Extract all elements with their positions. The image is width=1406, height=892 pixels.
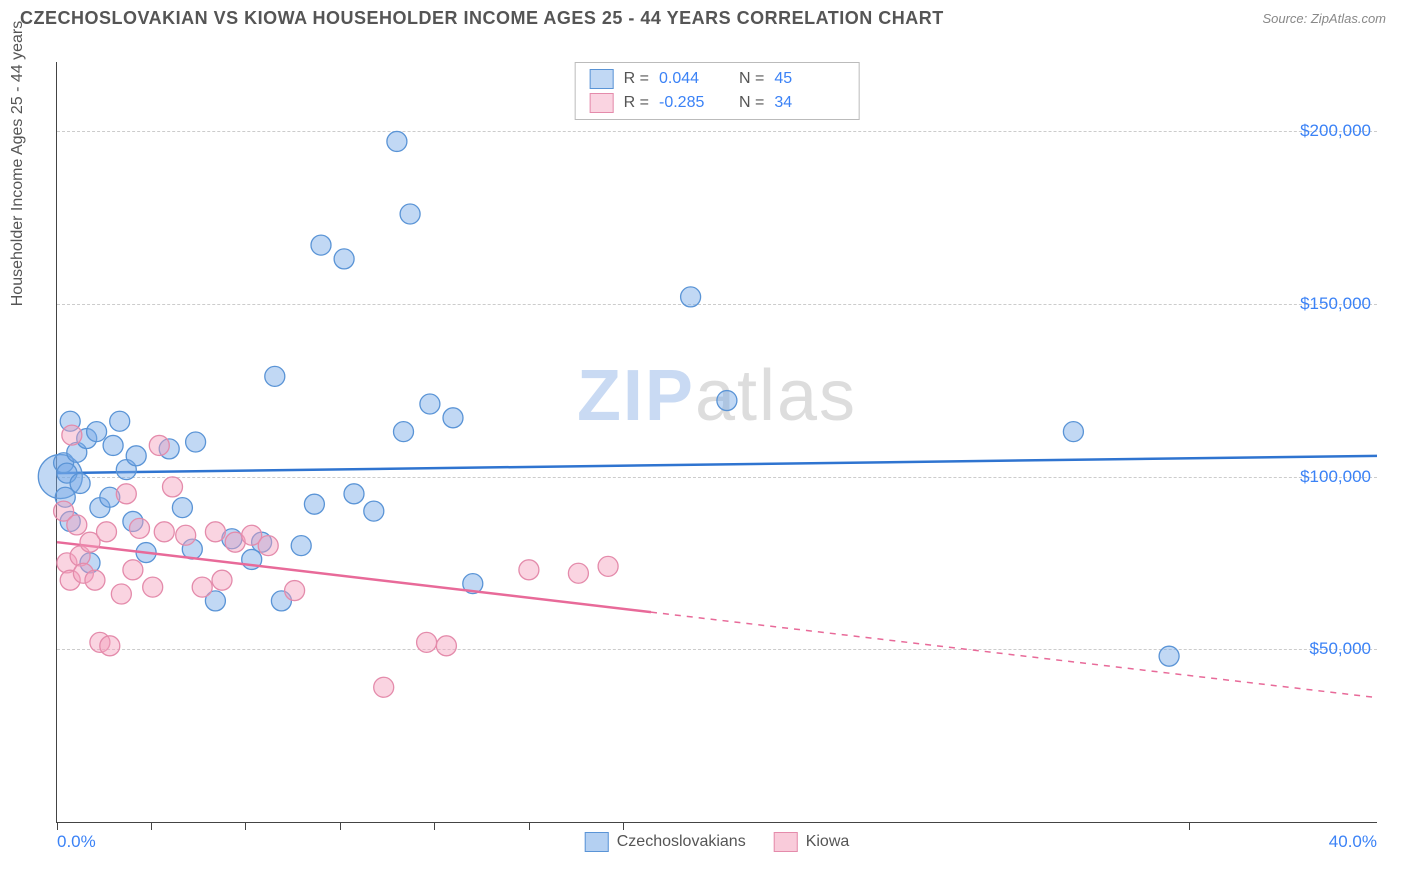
y-axis-label: Householder Income Ages 25 - 44 years: [9, 21, 27, 307]
data-point: [443, 408, 463, 428]
legend-item: Kiowa: [774, 832, 850, 852]
data-point: [97, 522, 117, 542]
legend-label: Kiowa: [806, 833, 850, 851]
scatter-svg: [57, 62, 1377, 822]
data-point: [149, 435, 169, 455]
data-point: [154, 522, 174, 542]
data-point: [70, 473, 90, 493]
legend-swatch: [585, 832, 609, 852]
data-point: [123, 560, 143, 580]
r-value: 0.044: [659, 70, 729, 88]
data-point: [126, 446, 146, 466]
x-tick: [57, 822, 58, 830]
x-tick: [245, 822, 246, 830]
trend-line: [57, 542, 651, 612]
data-point: [100, 636, 120, 656]
x-tick: [529, 822, 530, 830]
x-tick: [623, 822, 624, 830]
data-point: [116, 484, 136, 504]
data-point: [285, 581, 305, 601]
data-point: [176, 525, 196, 545]
n-label: N =: [739, 70, 764, 88]
legend-swatch: [774, 832, 798, 852]
correlation-legend: R = 0.044 N = 45 R = -0.285 N = 34: [575, 62, 860, 120]
data-point: [417, 632, 437, 652]
data-point: [344, 484, 364, 504]
data-point: [103, 435, 123, 455]
data-point: [192, 577, 212, 597]
data-point: [334, 249, 354, 269]
data-point: [304, 494, 324, 514]
data-point: [374, 677, 394, 697]
legend-item: Czechoslovakians: [585, 832, 746, 852]
chart-header: CZECHOSLOVAKIAN VS KIOWA HOUSEHOLDER INC…: [0, 0, 1406, 33]
n-label: N =: [739, 94, 764, 112]
data-point: [436, 636, 456, 656]
x-min-label: 0.0%: [57, 832, 96, 852]
chart-source: Source: ZipAtlas.com: [1262, 11, 1386, 26]
legend-stat-row: R = 0.044 N = 45: [586, 67, 849, 91]
data-point: [311, 235, 331, 255]
x-tick: [340, 822, 341, 830]
legend-swatch: [590, 69, 614, 89]
data-point: [598, 556, 618, 576]
data-point: [67, 515, 87, 535]
data-point: [519, 560, 539, 580]
data-point: [62, 425, 82, 445]
plot-area: $50,000$100,000$150,000$200,000 ZIPatlas…: [56, 62, 1377, 823]
data-point: [163, 477, 183, 497]
data-point: [568, 563, 588, 583]
trend-line-extrapolated: [651, 612, 1377, 698]
data-point: [186, 432, 206, 452]
data-point: [387, 131, 407, 151]
data-point: [143, 577, 163, 597]
data-point: [364, 501, 384, 521]
data-point: [394, 422, 414, 442]
data-point: [110, 411, 130, 431]
legend-label: Czechoslovakians: [617, 833, 746, 851]
x-max-label: 40.0%: [1329, 832, 1377, 852]
data-point: [258, 536, 278, 556]
data-point: [717, 391, 737, 411]
n-value: 34: [774, 94, 844, 112]
data-point: [681, 287, 701, 307]
data-point: [212, 570, 232, 590]
data-point: [1159, 646, 1179, 666]
r-value: -0.285: [659, 94, 729, 112]
x-tick: [151, 822, 152, 830]
x-tick: [1189, 822, 1190, 830]
data-point: [400, 204, 420, 224]
r-label: R =: [624, 70, 649, 88]
data-point: [87, 422, 107, 442]
data-point: [205, 522, 225, 542]
r-label: R =: [624, 94, 649, 112]
data-point: [265, 366, 285, 386]
chart-title: CZECHOSLOVAKIAN VS KIOWA HOUSEHOLDER INC…: [20, 8, 944, 29]
data-point: [420, 394, 440, 414]
data-point: [291, 536, 311, 556]
data-point: [85, 570, 105, 590]
data-point: [172, 498, 192, 518]
data-point: [130, 518, 150, 538]
legend-swatch: [590, 93, 614, 113]
data-point: [1063, 422, 1083, 442]
series-legend: Czechoslovakians Kiowa: [585, 832, 850, 852]
data-point: [111, 584, 131, 604]
legend-stat-row: R = -0.285 N = 34: [586, 91, 849, 115]
x-tick: [434, 822, 435, 830]
n-value: 45: [774, 70, 844, 88]
trend-line: [57, 456, 1377, 473]
